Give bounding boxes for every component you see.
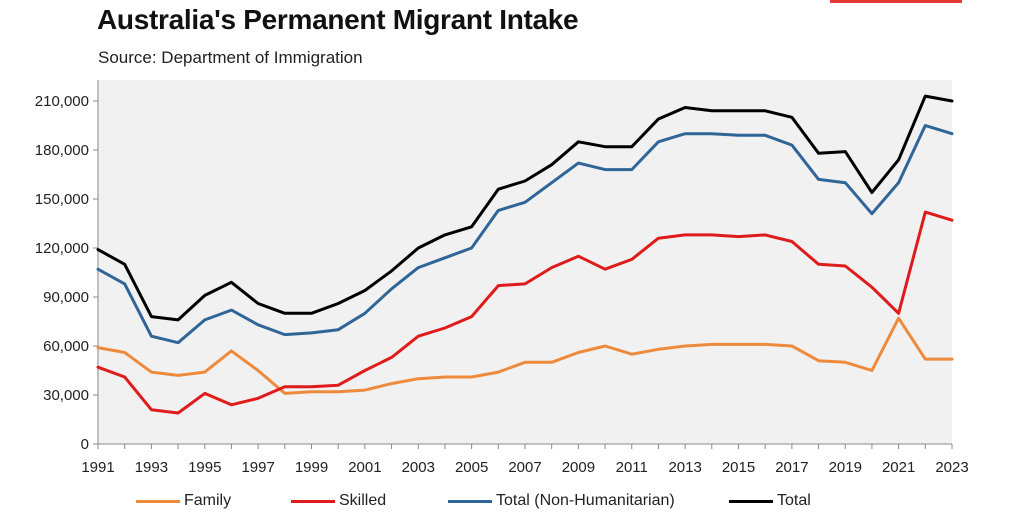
x-tick-label: 2013	[668, 459, 701, 476]
x-tick-label: 1999	[295, 459, 328, 476]
series-line-family	[96, 316, 954, 395]
series-line-nonhum	[96, 124, 954, 345]
legend-swatch-total	[729, 499, 773, 503]
x-tick-label: 1991	[81, 459, 114, 476]
legend-item-family: Family	[136, 492, 231, 510]
x-tick-label: 2015	[722, 459, 755, 476]
x-tick-label: 1997	[241, 459, 274, 476]
x-tick-label: 2005	[455, 459, 488, 476]
legend-swatch-family	[136, 499, 180, 503]
series-group	[96, 94, 954, 415]
y-tick-label: 210,000	[35, 93, 89, 110]
x-tick-label: 2023	[935, 459, 968, 476]
legend-item-total: Total	[729, 492, 811, 510]
corner-accent-bar	[830, 0, 962, 3]
plot-area	[98, 80, 952, 444]
x-tick-label: 2019	[829, 459, 862, 476]
y-tick-label: 180,000	[35, 142, 89, 159]
x-tick-label: 1995	[188, 459, 221, 476]
chart-subtitle: Source: Department of Immigration	[98, 48, 363, 67]
series-line-total	[96, 94, 954, 322]
x-tick-label: 1993	[135, 459, 168, 476]
legend-item-skilled: Skilled	[291, 492, 386, 510]
legend: Family Skilled Total (Non-Humanitarian) …	[0, 492, 1024, 516]
x-tick-label: 2007	[508, 459, 541, 476]
chart-title: Australia's Permanent Migrant Intake	[97, 4, 579, 35]
legend-label-skilled: Skilled	[339, 492, 387, 509]
legend-label-total: Total	[777, 492, 811, 509]
y-tick-label: 90,000	[43, 289, 89, 306]
y-tick-label: 30,000	[43, 387, 89, 404]
x-tick-label: 2021	[882, 459, 915, 476]
legend-label-family: Family	[184, 492, 232, 509]
y-tick-label: 120,000	[35, 240, 89, 257]
y-tick-label: 60,000	[43, 338, 89, 355]
x-tick-label: 2009	[562, 459, 595, 476]
legend-item-nonhum: Total (Non-Humanitarian)	[448, 492, 675, 510]
x-tick-label: 2011	[616, 459, 648, 476]
x-tick-label: 2001	[348, 459, 381, 476]
x-tick-label: 2017	[775, 459, 808, 476]
x-axis: 1991 1993 1995 1997 1999 2001 2003 2005 2007 2009…	[81, 443, 969, 476]
y-tick-label: 0	[81, 436, 89, 453]
x-tick-label: 2003	[402, 459, 435, 476]
legend-swatch-nonhum	[448, 499, 492, 503]
y-tick-label: 150,000	[35, 191, 89, 208]
legend-swatch-skilled	[291, 499, 335, 503]
series-line-skilled	[96, 210, 954, 415]
legend-label-nonhum: Total (Non-Humanitarian)	[496, 492, 675, 509]
y-axis: 0 30,000 60,000 90,000 120,000 150,000 180,000…	[35, 80, 99, 453]
